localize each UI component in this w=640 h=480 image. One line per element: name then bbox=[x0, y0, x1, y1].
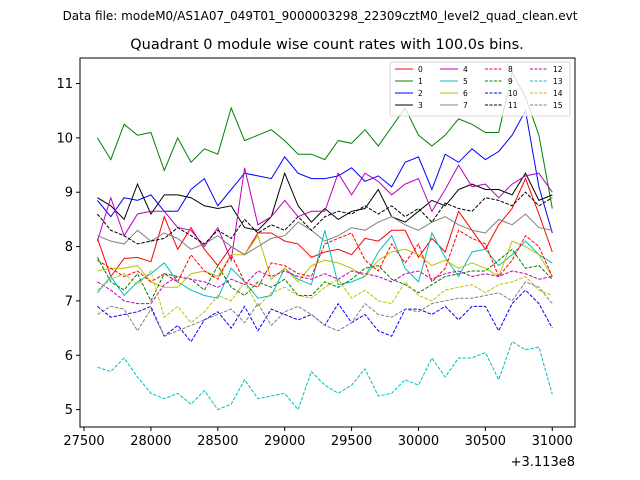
legend-label-8: 8 bbox=[508, 65, 513, 74]
legend-label-11: 11 bbox=[508, 101, 518, 110]
x-tick-label: 27500 bbox=[63, 434, 104, 449]
legend-label-1: 1 bbox=[418, 77, 423, 86]
x-tick-label: 31000 bbox=[532, 434, 573, 449]
y-tick-label: 8 bbox=[65, 240, 73, 255]
figure-suptitle: Data file: modeM0/AS1A07_049T01_90000032… bbox=[63, 9, 578, 23]
series-line-12 bbox=[97, 270, 553, 305]
legend-label-0: 0 bbox=[418, 65, 423, 74]
x-tick-label: 30000 bbox=[398, 434, 439, 449]
series-line-14 bbox=[97, 270, 553, 324]
x-tick-label: 30500 bbox=[465, 434, 506, 449]
legend-label-4: 4 bbox=[463, 65, 468, 74]
legend-box bbox=[389, 61, 571, 117]
plot-frame bbox=[79, 57, 576, 428]
y-axis: 5 6 7 8 9 10 11 bbox=[56, 77, 80, 418]
x-offset-label: +3.113e8 bbox=[511, 455, 575, 470]
series-line-15 bbox=[97, 281, 553, 337]
legend-label-10: 10 bbox=[508, 89, 518, 98]
series-line-7 bbox=[97, 213, 553, 256]
legend-label-15: 15 bbox=[553, 101, 563, 110]
y-tick-label: 9 bbox=[65, 186, 73, 201]
legend-label-3: 3 bbox=[418, 101, 423, 110]
series-line-13 bbox=[97, 340, 553, 411]
y-tick-label: 10 bbox=[56, 131, 73, 146]
legend-label-2: 2 bbox=[418, 89, 423, 98]
y-tick-label: 11 bbox=[56, 77, 73, 92]
plot-lines bbox=[96, 71, 553, 411]
legend-label-14: 14 bbox=[553, 89, 563, 98]
series-line-4 bbox=[96, 164, 553, 263]
series-line-0 bbox=[96, 177, 553, 278]
x-tick-label: 29000 bbox=[264, 434, 305, 449]
x-tick-label: 28000 bbox=[130, 434, 171, 449]
y-tick-label: 7 bbox=[65, 294, 73, 309]
x-axis: 27500 28000 28500 29000 29500 30000 30500 31000 bbox=[63, 427, 573, 449]
legend-label-9: 9 bbox=[508, 77, 513, 86]
x-tick-label: 28500 bbox=[197, 434, 238, 449]
legend-label-13: 13 bbox=[553, 77, 563, 86]
legend-label-6: 6 bbox=[463, 89, 468, 98]
series-line-5 bbox=[97, 230, 553, 299]
y-tick-label: 6 bbox=[65, 349, 73, 364]
chart-title: Quadrant 0 module wise count rates with … bbox=[130, 37, 524, 53]
series-line-1 bbox=[96, 71, 553, 209]
series-line-2 bbox=[97, 109, 553, 234]
legend-label-5: 5 bbox=[463, 77, 468, 86]
series-line-11 bbox=[97, 191, 553, 245]
legend-label-12: 12 bbox=[553, 65, 563, 74]
x-tick-label: 29500 bbox=[331, 434, 372, 449]
series-line-9 bbox=[96, 248, 553, 303]
series-line-6 bbox=[97, 234, 553, 288]
series-line-8 bbox=[97, 229, 553, 288]
y-tick-label: 5 bbox=[65, 403, 73, 418]
legend-label-7: 7 bbox=[463, 101, 468, 110]
